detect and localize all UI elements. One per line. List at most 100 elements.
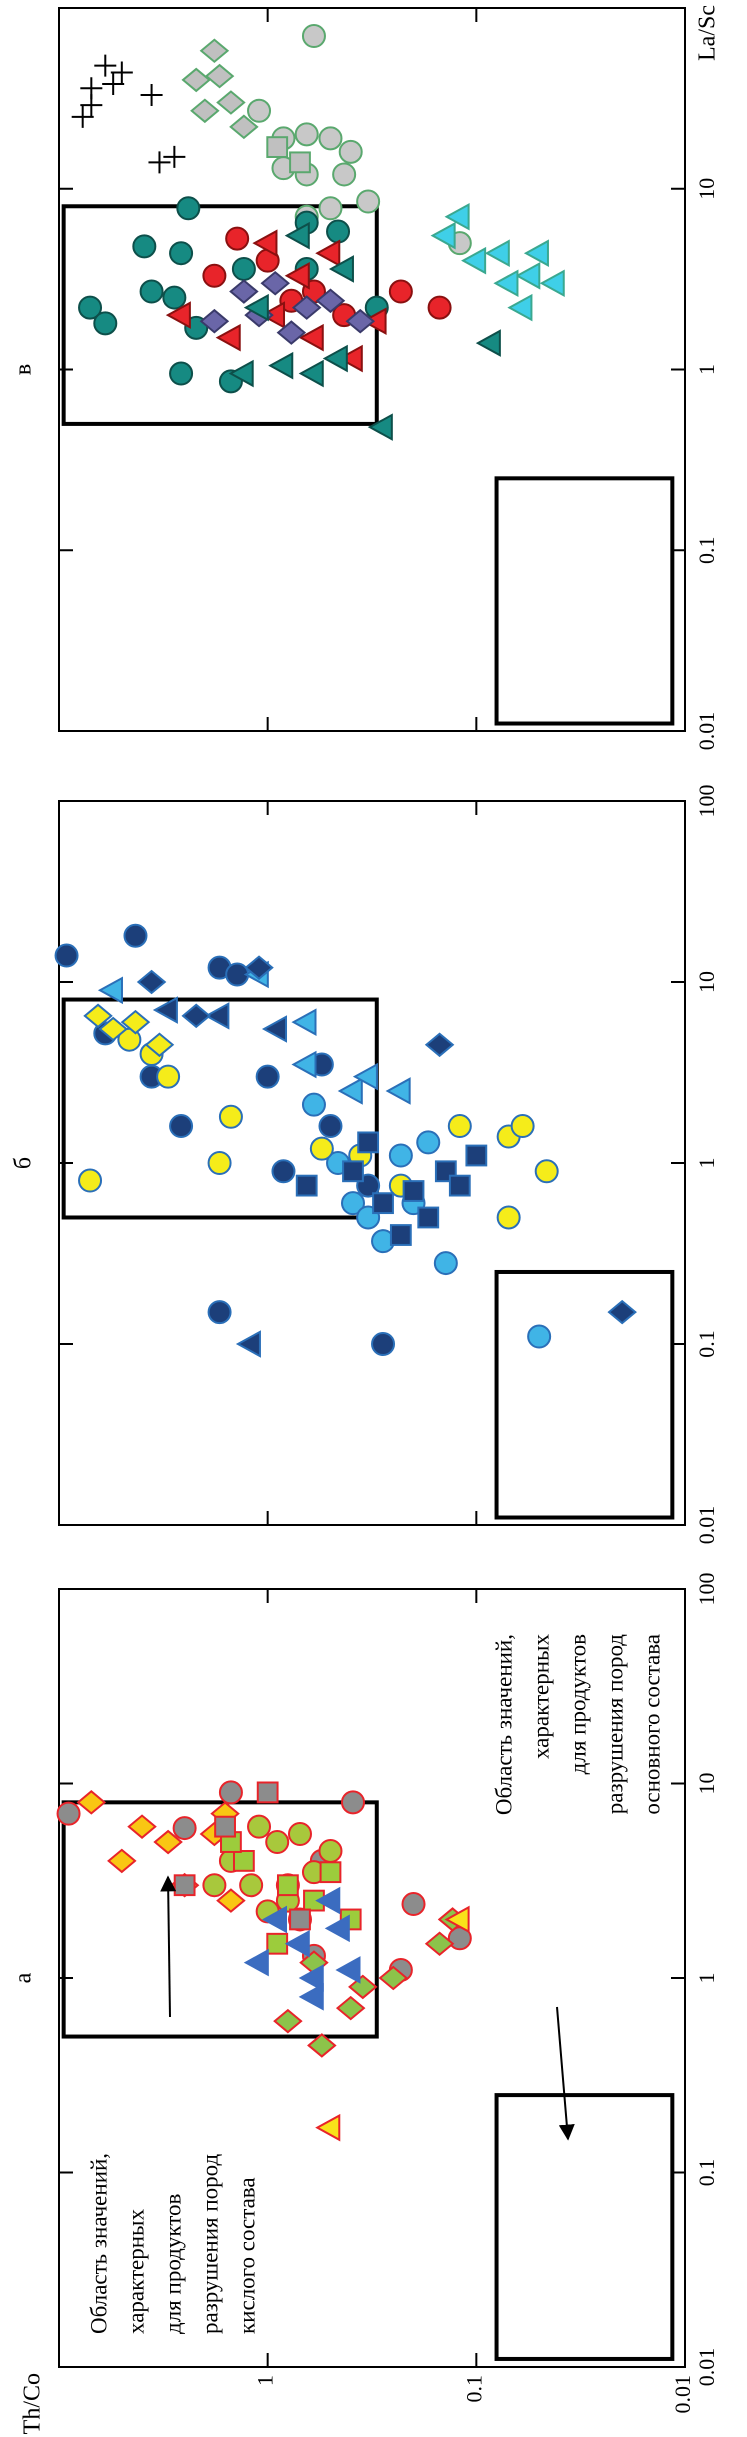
- panel-title: а: [11, 1972, 37, 1983]
- point: [298, 1964, 324, 1992]
- x-tick-label: 100: [694, 1573, 719, 1606]
- point: [284, 261, 310, 290]
- point: [207, 1151, 232, 1175]
- point: [340, 1191, 365, 1216]
- y-tick-label: 1: [253, 2375, 278, 2386]
- point: [225, 226, 250, 251]
- annotation-line: Область значений,: [86, 2153, 111, 2334]
- point: [271, 1159, 296, 1184]
- point: [190, 98, 220, 124]
- point: [243, 1948, 269, 1977]
- panel-title: б: [11, 1157, 37, 1169]
- point: [78, 295, 103, 320]
- x-tick-label: 10: [694, 1773, 719, 1795]
- point: [356, 189, 381, 214]
- point: [318, 1838, 343, 1863]
- point: [152, 996, 178, 1024]
- point: [173, 1874, 196, 1897]
- point: [461, 246, 487, 275]
- point: [289, 151, 311, 174]
- point: [202, 263, 227, 288]
- point: [110, 61, 133, 84]
- point: [444, 1905, 470, 1934]
- point: [507, 293, 533, 322]
- point: [291, 295, 322, 320]
- point: [216, 1888, 246, 1913]
- point: [235, 1330, 261, 1358]
- plot-frame: [58, 1588, 686, 2368]
- x-tick-label: 1: [694, 364, 719, 375]
- x-tick-label: 10: [694, 971, 719, 993]
- point: [318, 196, 343, 221]
- point: [352, 1062, 378, 1091]
- region-box: [61, 1800, 379, 2039]
- point: [402, 1180, 425, 1202]
- region-box: [494, 2093, 675, 2361]
- panel-title: в: [11, 364, 37, 375]
- point: [204, 1002, 230, 1030]
- point: [388, 279, 413, 304]
- point: [54, 943, 79, 968]
- point: [301, 1092, 326, 1117]
- point: [218, 1104, 243, 1129]
- point: [181, 67, 211, 93]
- plot-frame: [58, 800, 686, 1526]
- point: [301, 23, 326, 48]
- point: [98, 1016, 128, 1042]
- x-tick-label: 0.1: [694, 2159, 719, 2187]
- annotation-line: разрушения пород: [602, 1634, 627, 1815]
- point: [71, 105, 94, 128]
- point: [93, 311, 118, 336]
- annotation-line: кислого состава: [234, 2177, 259, 2334]
- x-tick-label: 0.01: [694, 2348, 719, 2387]
- point: [97, 976, 123, 1005]
- point: [132, 234, 157, 259]
- point: [148, 151, 171, 174]
- point: [76, 1790, 107, 1815]
- point: [169, 241, 194, 266]
- point: [416, 1130, 441, 1155]
- point: [523, 239, 549, 267]
- point: [315, 288, 346, 314]
- point: [80, 94, 103, 117]
- annotation-line: характерных: [123, 2208, 148, 2334]
- point: [345, 308, 376, 334]
- point: [496, 1205, 521, 1230]
- point: [247, 98, 272, 123]
- point: [276, 320, 307, 345]
- point: [139, 279, 164, 304]
- annotation-line: для продуктов: [565, 1634, 590, 1774]
- plot-frame: [58, 7, 686, 732]
- point: [56, 1801, 81, 1826]
- point: [239, 1873, 264, 1898]
- point: [332, 162, 357, 187]
- point: [328, 255, 354, 283]
- point: [260, 270, 290, 296]
- point: [298, 359, 324, 388]
- point: [181, 1003, 211, 1029]
- point: [510, 1114, 535, 1139]
- point: [284, 1929, 310, 1958]
- point: [284, 221, 310, 250]
- point: [371, 1332, 396, 1356]
- rotated-chart: 0.01 0.1 1 10 100 0.01 0.1 1 а Th/Co Область значе…: [11, 5, 721, 2434]
- point: [256, 1781, 279, 1804]
- point: [539, 269, 565, 298]
- point: [136, 969, 167, 995]
- annotation-arrow: [160, 1875, 177, 2018]
- x-tick-label: 10: [694, 178, 719, 200]
- point: [309, 1136, 334, 1161]
- point: [337, 344, 363, 373]
- x-tick-label: 0.01: [694, 1506, 719, 1545]
- point: [107, 1848, 137, 1874]
- point: [527, 1324, 552, 1349]
- point: [326, 219, 351, 244]
- point: [298, 323, 324, 352]
- x-axis-label: La/Sc: [695, 5, 721, 61]
- point: [298, 1983, 324, 2011]
- point: [144, 1032, 175, 1058]
- point: [261, 1015, 288, 1043]
- point: [515, 261, 541, 290]
- point: [244, 955, 274, 980]
- point: [163, 145, 186, 168]
